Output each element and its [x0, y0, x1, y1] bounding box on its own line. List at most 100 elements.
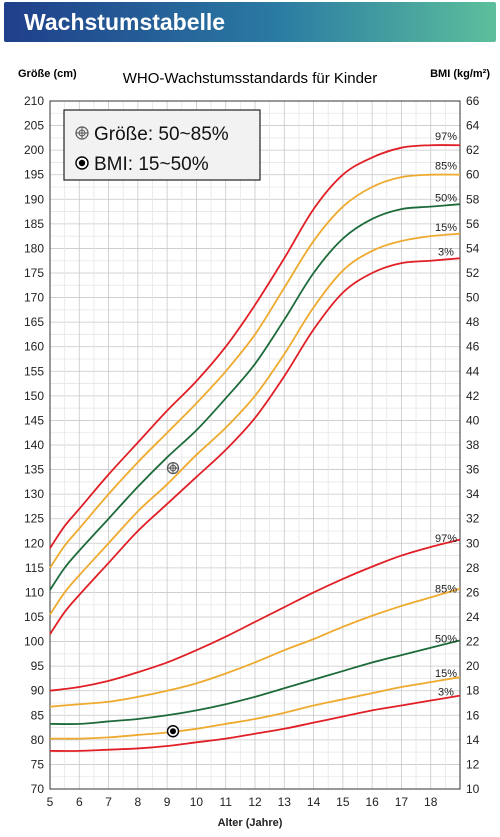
legend-height-label: Größe: 50~85%	[94, 124, 229, 145]
y-right-tick-label: 12	[466, 757, 480, 771]
y-left-tick-label: 165	[24, 315, 44, 329]
legend-bmi-label: BMI: 15~50%	[94, 154, 209, 175]
y-right-tick-label: 46	[466, 340, 480, 354]
x-tick-label: 15	[336, 795, 350, 809]
y-left-tick-label: 105	[24, 610, 44, 624]
y-right-tick-label: 16	[466, 708, 480, 722]
y-left-tick-label: 170	[24, 291, 44, 305]
chart-title: WHO-Wachstumsstandards für Kinder	[122, 70, 378, 87]
y-left-tick-label: 180	[24, 241, 44, 255]
y-right-tick-label: 42	[466, 389, 480, 403]
y-right-tick-label: 14	[466, 733, 480, 747]
y-left-tick-label: 120	[24, 536, 44, 550]
y-left-tick-label: 85	[31, 708, 45, 722]
y-left-tick-label: 175	[24, 266, 44, 280]
plot-frame	[49, 100, 461, 790]
y-right-tick-label: 52	[466, 266, 480, 280]
y-right-tick-label: 32	[466, 512, 480, 526]
y-left-tick-label: 75	[31, 757, 45, 771]
x-tick-label: 14	[307, 795, 321, 809]
x-tick-label: 5	[47, 795, 54, 809]
y-right-tick-label: 48	[466, 315, 480, 329]
bmi-percentile-percentile-label: 3%	[438, 687, 454, 699]
y-left-tick-label: 125	[24, 512, 44, 526]
y-right-tick-label: 58	[466, 192, 480, 206]
y-left-tick-label: 80	[31, 733, 45, 747]
y-left-tick-label: 205	[24, 119, 44, 133]
y-right-tick-label: 36	[466, 463, 480, 477]
x-tick-label: 6	[76, 795, 83, 809]
y-right-tick-label: 54	[466, 241, 480, 255]
y-left-tick-label: 135	[24, 463, 44, 477]
y-left-tick-label: 200	[24, 143, 44, 157]
y-right-tick-label: 22	[466, 635, 480, 649]
y-left-tick-label: 130	[24, 487, 44, 501]
y-left-tick-label: 110	[25, 585, 44, 599]
x-tick-label: 10	[190, 795, 204, 809]
y-right-tick-label: 38	[466, 438, 480, 452]
x-tick-label: 12	[248, 795, 262, 809]
height-percentile-line-p15	[49, 232, 461, 616]
y-left-tick-label: 160	[24, 340, 44, 354]
x-tick-label: 18	[424, 795, 438, 809]
y-left-tick-label: 155	[24, 364, 44, 378]
y-right-tick-label: 66	[466, 94, 480, 108]
y-right-tick-label: 18	[466, 684, 480, 698]
header-title: Wachstumstabelle	[24, 9, 226, 35]
y-right-tick-label: 26	[466, 585, 480, 599]
y-right-tick-label: 28	[466, 561, 480, 575]
bmi-marker-dot	[170, 728, 176, 735]
y-right-tick-label: 30	[466, 536, 480, 550]
x-tick-label: 9	[164, 795, 171, 809]
y-left-tick-label: 150	[24, 389, 44, 403]
y-right-tick-label: 56	[466, 217, 480, 231]
x-tick-label: 7	[105, 795, 112, 809]
height-percentile-line-p3	[49, 257, 461, 635]
y-right-tick-label: 50	[466, 291, 480, 305]
y-left-tick-label: 185	[24, 217, 44, 231]
bmi-percentile-line-p15	[49, 676, 461, 740]
y-right-axis-title: BMI (kg/m²)	[430, 68, 490, 80]
bmi-percentile-line-p85	[49, 587, 461, 708]
y-left-tick-label: 210	[24, 94, 44, 108]
y-left-axis-title: Größe (cm)	[18, 68, 77, 80]
bmi-percentile-line-p50	[49, 639, 461, 725]
height-percentile-percentile-label: 85%	[435, 161, 457, 173]
bmi-percentile-percentile-label: 97%	[435, 533, 457, 545]
y-right-tick-label: 44	[466, 364, 480, 378]
x-tick-label: 17	[395, 795, 409, 809]
y-left-tick-label: 190	[24, 192, 44, 206]
y-right-tick-label: 34	[466, 487, 480, 501]
height-percentile-percentile-label: 3%	[438, 247, 454, 259]
bmi-percentile-percentile-label: 15%	[435, 668, 457, 680]
y-left-tick-label: 115	[25, 561, 44, 575]
bmi-percentile-line-p97	[49, 538, 461, 692]
y-right-tick-label: 60	[466, 168, 480, 182]
bmi-percentile-line-p3	[49, 694, 461, 752]
legend-bmi-icon-dot	[78, 159, 86, 167]
y-right-tick-label: 62	[466, 143, 480, 157]
y-left-tick-label: 100	[24, 635, 44, 649]
x-tick-label: 8	[135, 795, 142, 809]
x-tick-label: 13	[278, 795, 292, 809]
y-left-tick-label: 140	[24, 438, 44, 452]
y-right-tick-label: 24	[466, 610, 480, 624]
bmi-percentile-percentile-label: 85%	[435, 583, 457, 595]
height-percentile-percentile-label: 97%	[435, 131, 457, 143]
y-right-tick-label: 20	[466, 659, 480, 673]
y-left-tick-label: 95	[31, 659, 45, 673]
height-percentile-line-p97	[49, 144, 461, 549]
x-tick-label: 11	[219, 795, 232, 809]
y-right-tick-label: 64	[466, 119, 480, 133]
legend-box	[63, 109, 261, 181]
y-right-tick-label: 40	[466, 413, 480, 427]
x-axis-title: Alter (Jahre)	[218, 817, 283, 829]
bmi-percentile-percentile-label: 50%	[435, 634, 457, 646]
y-left-tick-label: 145	[24, 413, 44, 427]
x-tick-label: 16	[365, 795, 379, 809]
y-left-tick-label: 70	[31, 782, 45, 796]
y-right-tick-label: 10	[466, 782, 480, 796]
y-left-tick-label: 90	[31, 684, 45, 698]
header-banner: Wachstumstabelle	[4, 2, 496, 42]
